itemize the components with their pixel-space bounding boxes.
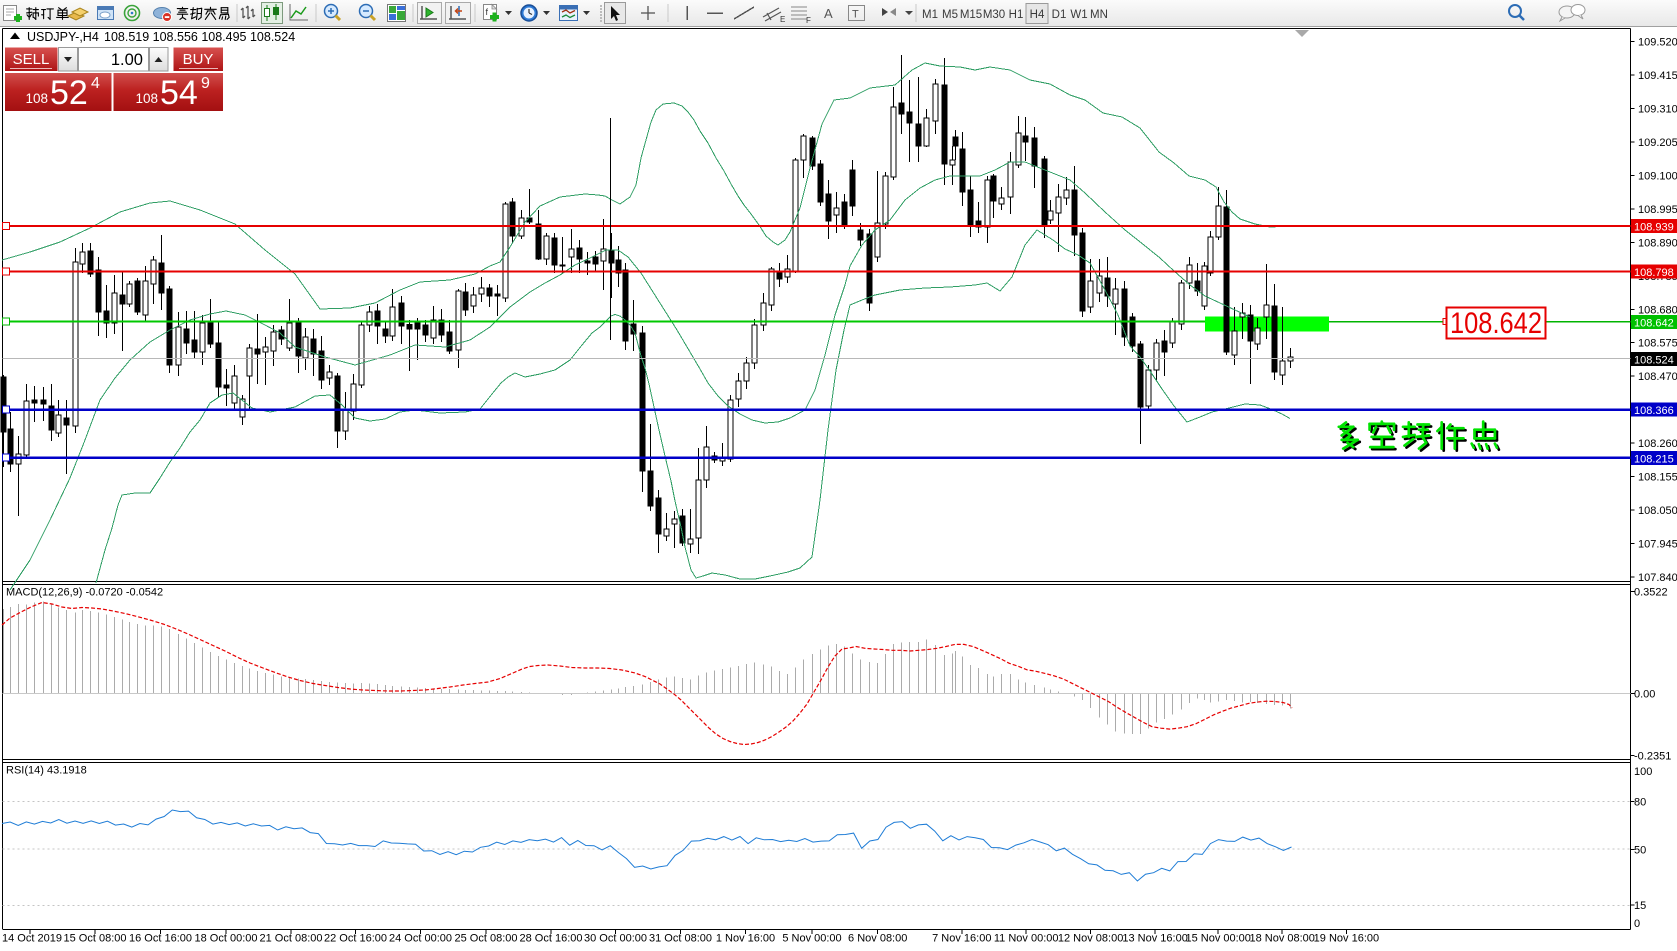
svg-text:f: f (486, 7, 489, 17)
svg-text:1 Nov 16:00: 1 Nov 16:00 (716, 933, 775, 945)
svg-text:108: 108 (135, 91, 158, 106)
svg-text:108.890: 108.890 (1638, 237, 1677, 249)
svg-text:109.310: 109.310 (1638, 103, 1677, 115)
svg-text:M15: M15 (960, 9, 982, 21)
svg-text:109.100: 109.100 (1638, 170, 1677, 182)
svg-text:108.939: 108.939 (1634, 222, 1674, 234)
svg-text:31 Oct 08:00: 31 Oct 08:00 (649, 933, 712, 945)
svg-text:M5: M5 (942, 9, 958, 21)
svg-text:M30: M30 (983, 9, 1005, 21)
svg-text:15 Nov 00:00: 15 Nov 00:00 (1185, 933, 1250, 945)
svg-text:0.3522: 0.3522 (1634, 587, 1668, 599)
svg-text:50: 50 (1634, 844, 1646, 856)
svg-text:108.575: 108.575 (1638, 338, 1677, 350)
svg-text:USDJPY-,H4: USDJPY-,H4 (27, 30, 99, 44)
svg-text:54: 54 (160, 74, 198, 112)
svg-text:25 Oct 08:00: 25 Oct 08:00 (455, 933, 518, 945)
svg-text:H1: H1 (1009, 9, 1024, 21)
svg-text:6 Nov 08:00: 6 Nov 08:00 (848, 933, 907, 945)
svg-text:107.945: 107.945 (1638, 539, 1677, 551)
svg-text:18 Oct 00:00: 18 Oct 00:00 (195, 933, 258, 945)
svg-text:108.519 108.556 108.495 108.52: 108.519 108.556 108.495 108.524 (104, 30, 295, 44)
svg-text:16 Oct 16:00: 16 Oct 16:00 (129, 933, 192, 945)
svg-text:108.642: 108.642 (1450, 307, 1542, 340)
svg-text:MACD(12,26,9) -0.0720 -0.0542: MACD(12,26,9) -0.0720 -0.0542 (6, 587, 163, 599)
svg-text:108: 108 (25, 91, 48, 106)
svg-text:15 Oct 08:00: 15 Oct 08:00 (64, 933, 127, 945)
svg-text:W1: W1 (1070, 9, 1087, 21)
svg-text:108.798: 108.798 (1634, 267, 1674, 279)
svg-text:M1: M1 (922, 9, 938, 21)
svg-text:108.470: 108.470 (1638, 371, 1677, 383)
svg-text:108.155: 108.155 (1638, 472, 1677, 484)
svg-text:12 Nov 08:00: 12 Nov 08:00 (1058, 933, 1123, 945)
svg-text:E: E (780, 15, 785, 24)
svg-text:7 Nov 16:00: 7 Nov 16:00 (932, 933, 991, 945)
svg-text:22 Oct 16:00: 22 Oct 16:00 (324, 933, 387, 945)
svg-text:-0.2351: -0.2351 (1634, 751, 1671, 763)
svg-text:1.00: 1.00 (111, 51, 143, 69)
svg-text:11 Nov 00:00: 11 Nov 00:00 (994, 933, 1059, 945)
svg-text:108.260: 108.260 (1638, 438, 1677, 450)
svg-text:15: 15 (1634, 900, 1646, 912)
svg-text:9: 9 (201, 75, 210, 92)
svg-text:T: T (852, 9, 859, 21)
svg-text:A: A (824, 6, 833, 21)
svg-text:108.366: 108.366 (1634, 405, 1674, 417)
svg-text:RSI(14) 43.1918: RSI(14) 43.1918 (6, 765, 87, 777)
svg-text:80: 80 (1634, 797, 1646, 809)
svg-text:21 Oct 08:00: 21 Oct 08:00 (260, 933, 323, 945)
svg-text:24 Oct 00:00: 24 Oct 00:00 (389, 933, 452, 945)
svg-text:52: 52 (50, 74, 88, 112)
svg-text:108.680: 108.680 (1638, 304, 1677, 316)
svg-text:108.050: 108.050 (1638, 505, 1677, 517)
svg-text:4: 4 (91, 75, 100, 92)
svg-text:108.642: 108.642 (1634, 318, 1674, 330)
svg-text:108.215: 108.215 (1634, 454, 1674, 466)
svg-text:SELL: SELL (13, 51, 50, 68)
svg-text:0.00: 0.00 (1634, 689, 1655, 701)
svg-text:100: 100 (1634, 766, 1652, 778)
svg-text:30 Oct 00:00: 30 Oct 00:00 (584, 933, 647, 945)
svg-text:109.415: 109.415 (1638, 70, 1677, 82)
svg-text:28 Oct 16:00: 28 Oct 16:00 (520, 933, 583, 945)
svg-text:107.840: 107.840 (1638, 572, 1677, 584)
svg-text:13 Nov 16:00: 13 Nov 16:00 (1122, 933, 1187, 945)
svg-text:18 Nov 08:00: 18 Nov 08:00 (1249, 933, 1314, 945)
svg-text:19 Nov 16:00: 19 Nov 16:00 (1314, 933, 1379, 945)
svg-text:14 Oct 2019: 14 Oct 2019 (2, 933, 62, 945)
svg-text:5 Nov 00:00: 5 Nov 00:00 (782, 933, 841, 945)
svg-text:H4: H4 (1030, 9, 1045, 21)
svg-text:108.524: 108.524 (1634, 355, 1674, 367)
svg-text:D1: D1 (1052, 9, 1067, 21)
svg-text:MN: MN (1090, 9, 1108, 21)
svg-text:0: 0 (1634, 918, 1640, 930)
svg-text:F: F (806, 16, 811, 25)
svg-text:BUY: BUY (183, 51, 214, 68)
svg-text:108.995: 108.995 (1638, 204, 1677, 216)
svg-text:109.205: 109.205 (1638, 137, 1677, 149)
svg-text:109.520: 109.520 (1638, 37, 1677, 49)
